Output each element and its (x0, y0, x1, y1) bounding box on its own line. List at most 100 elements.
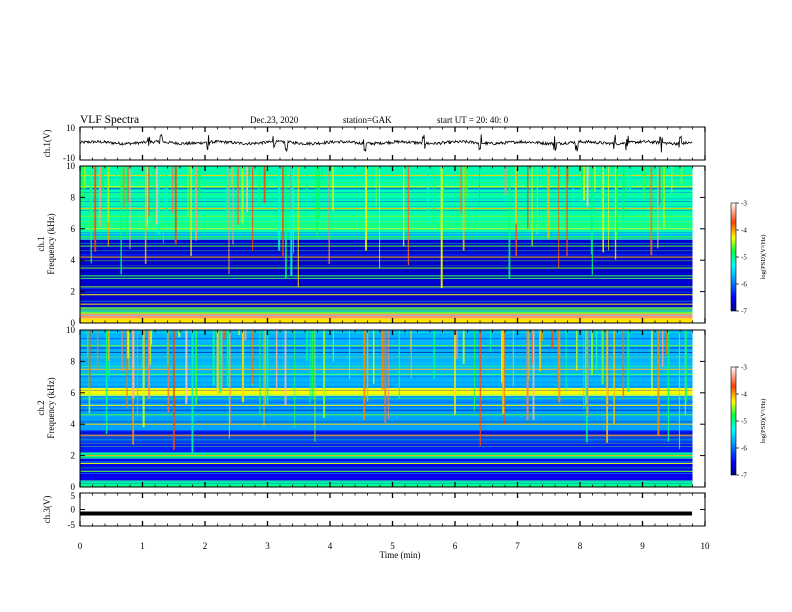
ch2-spectrogram-impulse (526, 330, 529, 421)
ch1-spectrogram-impulse (643, 166, 646, 200)
ch2-colorbar-gradient (730, 366, 737, 476)
ch1-spectrogram-panel: 0 2 4 6 8 10 ch.1 Frequency (kHz) (36, 161, 706, 328)
ch1-spectrogram-impulse (226, 166, 229, 215)
ch2-spectrogram-impulse (551, 330, 554, 349)
ch1-spectrogram-noise-row (80, 277, 693, 279)
ch1-spectrogram-noise-row (80, 238, 693, 240)
ch1-spectrogram-noise-row (80, 171, 693, 173)
ch1-spectrogram-impulse (558, 166, 560, 268)
ch1-colorbar-gradient (730, 202, 737, 312)
ch1-spectrogram-impulse (586, 166, 589, 207)
ch1-spectrogram-impulse (122, 166, 125, 208)
ch1-spectrogram-image (80, 166, 705, 324)
ch1-spectrogram-ylabel-channel: ch.1 (36, 236, 46, 251)
ch1-spectrogram-impulse (602, 166, 605, 253)
ch2-spectrogram-ylabel-freq: Frequency (kHz) (46, 377, 56, 438)
ch2-spectrogram-line (80, 455, 693, 457)
ch1-spectrogram-impulse (127, 166, 129, 203)
ch1-spectrogram-noise-row (80, 253, 693, 255)
ch1-spectrogram-impulse (582, 166, 584, 195)
ch2-spectrogram-impulse (473, 330, 475, 411)
ch3-ytick-mid: 0 (71, 505, 76, 515)
ch2-spectrogram-line (80, 470, 693, 472)
ch2-colorbar: -3 -4 -5 -6 -7 log(PSD)(V²/Hz) (730, 364, 767, 480)
station-label: station=GAK (343, 115, 392, 125)
ch1-spectrogram-impulse (162, 166, 164, 243)
ch1-spectrogram-noise-row (80, 187, 693, 188)
ch1-spectrogram-impulse (278, 166, 281, 251)
ch1-spectrogram-impulse (258, 166, 261, 208)
ch2-spectrogram-ytick-label: 8 (71, 356, 76, 366)
ch1-spectrogram-impulse (600, 166, 604, 206)
ch1-spectrogram-impulse (321, 166, 323, 187)
colorbar-tick-label: -5 (741, 254, 747, 262)
ch2-spectrogram-impulse (489, 330, 491, 352)
ch1-spectrogram-impulse (460, 166, 462, 213)
ch1-spectrogram-impulse (614, 166, 617, 260)
ch1-spectrogram-impulse (282, 166, 284, 256)
ch2-spectrogram-impulse (229, 330, 231, 426)
ch1-spectrogram-impulse (622, 166, 625, 221)
colorbar-tick-label: -3 (741, 364, 747, 372)
ch1-spectrogram-noise-row (80, 265, 693, 267)
ch1-spectrogram-noise-row (80, 310, 693, 312)
ch2-spectrogram-impulse (462, 330, 465, 364)
ch2-spectrogram-image (80, 330, 705, 487)
ch2-spectrogram-impulse (398, 330, 401, 399)
ch2-spectrogram-impulse (585, 330, 587, 407)
ch2-spectrogram-impulse (512, 330, 514, 387)
ch1-spectrogram-margin (692, 166, 705, 323)
ch2-spectrogram-impulse (363, 330, 366, 421)
ch1-waveform-panel: 10 -10 ch.1(V) (42, 123, 706, 163)
ch1-spectrogram-impulse (174, 166, 177, 245)
ch2-spectrogram-impulse (410, 330, 412, 350)
ch1-spectrogram-impulse (659, 166, 661, 206)
ch3-waveform-series (80, 511, 692, 516)
ch2-spectrogram-impulse (678, 330, 681, 449)
ch2-spectrogram-impulse (137, 330, 139, 415)
ch2-spectrogram-impulse (244, 330, 247, 341)
ch1-spectrogram-noise-row (80, 187, 693, 189)
colorbar-tick-label: -7 (741, 472, 747, 480)
ch2-spectrogram-impulse (542, 330, 543, 341)
ch1-spectrogram-impulse (379, 166, 381, 269)
ch1-spectrogram-impulse (82, 166, 85, 205)
ch1-spectrogram-ytick-label: 10 (66, 161, 76, 171)
ch2-spectrogram-impulse (212, 330, 215, 386)
x-axis-tick-label: 9 (640, 541, 645, 551)
ch1-spectrogram-line (80, 236, 693, 238)
ch2-spectrogram-impulse (366, 330, 369, 402)
ch1-spectrogram-impulse (165, 166, 168, 225)
ch1-colorbar-label: log(PSD)(V²/Hz) (760, 235, 767, 280)
ch2-spectrogram-impulse (613, 330, 615, 424)
ch1-spectrogram-ytick-label: 4 (71, 255, 76, 265)
ch2-spectrogram-impulse (323, 330, 326, 418)
ch1-spectrogram-impulse (375, 166, 377, 207)
ch2-spectrogram-impulse (550, 330, 552, 332)
ch1-spectrogram-impulse (527, 166, 529, 229)
start-time-label: start UT = 20: 40: 0 (437, 115, 509, 125)
ch1-spectrogram-impulse (462, 166, 465, 251)
ch2-spectrogram-ytick-label: 2 (71, 451, 76, 461)
ch2-spectrogram-noise-row (80, 440, 693, 442)
ch1-spectrogram-impulse (158, 166, 160, 236)
ch2-spectrogram-impulse (121, 330, 123, 372)
ch1-spectrogram-impulse (152, 166, 155, 223)
x-axis-tick-labels: 0 1 2 3 4 5 6 7 8 9 10 (78, 541, 710, 551)
ch2-spectrogram-impulse (479, 330, 481, 447)
ch2-spectrogram-impulse (309, 330, 311, 404)
figure-title: VLF Spectra (80, 114, 139, 126)
ch1-spectrogram-noise-row (80, 311, 693, 313)
ch1-spectrogram-line (80, 275, 693, 277)
x-axis-tick-label: 0 (78, 541, 83, 551)
ch2-spectrogram-impulse (149, 330, 152, 365)
ch1-spectrogram-noise-row (80, 177, 693, 179)
ch2-spectrogram-line (80, 423, 693, 425)
ch1-spectrogram-impulse (680, 166, 683, 184)
ch1-spectrogram-ytick-label: 8 (71, 192, 76, 202)
ch1-spectrogram-noise-row (80, 300, 693, 302)
ch1-spectrogram-impulse (232, 166, 234, 245)
ch2-spectrogram-impulse (88, 330, 91, 388)
ch2-spectrogram-noise-row (80, 432, 693, 434)
ch2-spectrogram-noise-row (80, 469, 693, 471)
